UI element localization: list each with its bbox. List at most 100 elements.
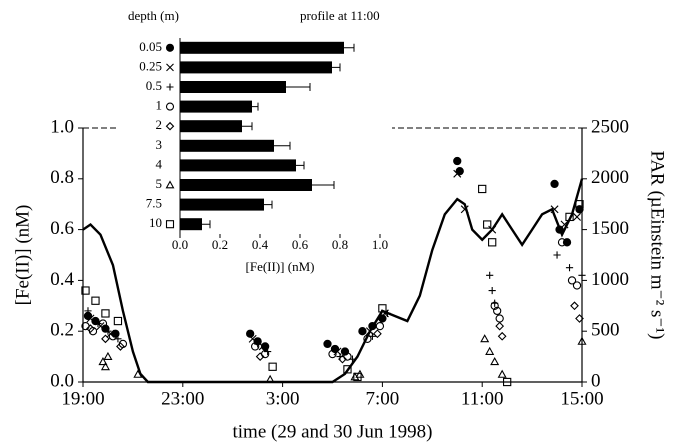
marker: [165, 121, 175, 131]
y2-tick-label: 1000: [591, 269, 629, 290]
bar: [180, 81, 286, 93]
y-tick-label: 0.8: [50, 167, 74, 188]
inset-x-tick-label: 0.8: [332, 237, 348, 252]
data-point: [557, 238, 567, 247]
y-axis-label: [Fe(II)] (nM): [12, 205, 33, 306]
data-point: [497, 369, 507, 378]
category-label: 3: [156, 137, 163, 152]
data-point: [116, 342, 125, 351]
data-point: [480, 334, 490, 343]
data-point: [567, 276, 577, 285]
data-point: [553, 251, 561, 259]
marker: [165, 220, 175, 229]
category-label: 7.5: [146, 196, 162, 211]
data-point: [91, 296, 100, 305]
data-point: [108, 332, 118, 341]
category-label: 0.05: [139, 39, 162, 54]
bar: [180, 198, 264, 211]
data-point: [502, 377, 512, 387]
bar: [180, 139, 274, 152]
category-label: 10: [149, 215, 162, 230]
x-tick-label: 11:00: [461, 388, 504, 409]
data-point: [84, 307, 92, 315]
error-bar: [296, 161, 305, 170]
data-point: [453, 156, 462, 166]
marker: [165, 180, 175, 189]
data-point: [478, 184, 487, 194]
data-point: [328, 349, 337, 359]
inset-x-tick-label: 0.0: [172, 237, 188, 252]
data-point: [338, 354, 347, 364]
data-point: [246, 329, 255, 338]
data-point: [86, 314, 95, 323]
data-point: [101, 334, 110, 344]
data-point: [323, 339, 332, 349]
marker: [166, 83, 174, 91]
data-point: [104, 327, 112, 335]
data-point: [490, 301, 499, 310]
inset-chart: depth (m) profile at 11:000.050.250.51234…: [118, 0, 392, 278]
category-label: 1: [156, 98, 163, 113]
error-bar: [202, 220, 211, 229]
x-tick-label: 15:00: [560, 388, 603, 409]
y2-tick-label: 1500: [591, 218, 629, 239]
category-axis-title: depth (m): [128, 8, 179, 23]
data-point: [578, 271, 586, 279]
data-point: [575, 205, 584, 214]
y-tick-label: 0.4: [50, 269, 74, 290]
y2-tick-label: 500: [591, 320, 620, 341]
category-label: 0.5: [146, 78, 162, 93]
error-bar: [286, 83, 311, 91]
data-point: [550, 179, 559, 189]
data-point: [485, 346, 495, 355]
bar: [180, 61, 332, 74]
bar: [180, 218, 202, 231]
error-bar: [332, 63, 341, 72]
par-line: [82, 178, 584, 384]
data-point: [493, 306, 502, 316]
data-point: [98, 356, 108, 366]
x-tick-label: 23:00: [161, 388, 204, 409]
error-bar: [312, 181, 335, 189]
inset-x-tick-label: 1.0: [372, 237, 388, 252]
x-tick-label: 7:00: [366, 388, 400, 409]
data-point: [375, 321, 385, 331]
data-point: [488, 238, 497, 247]
x-tick-label: 3:00: [266, 388, 300, 409]
data-point: [101, 309, 110, 318]
data-point: [486, 271, 494, 279]
inset-x-tick-label: 0.6: [292, 237, 309, 252]
data-point: [495, 314, 504, 323]
data-point: [94, 319, 102, 328]
data-point: [113, 316, 123, 326]
data-point: [577, 336, 587, 345]
x-tick-label: 19:00: [61, 388, 104, 409]
inset-x-tick-label: 0.2: [212, 237, 228, 252]
data-point: [570, 301, 579, 311]
error-bar: [242, 122, 253, 131]
category-label: 2: [156, 117, 163, 132]
data-point: [81, 286, 90, 295]
bar: [180, 41, 344, 54]
data-point: [255, 352, 265, 361]
main-chart: 0.0 0.2 0.4 0.6 0.8 1.0 0 500 1000 1500 2000 2500 19…: [12, 116, 667, 442]
data-point: [343, 365, 352, 374]
bar: [180, 120, 242, 133]
data-point: [353, 372, 362, 382]
data-point: [103, 351, 113, 361]
bar: [180, 159, 296, 172]
data-point: [373, 329, 382, 339]
y-tick-label: 0.2: [50, 320, 74, 341]
data-point: [565, 264, 574, 272]
y-tick-label: 0.0: [50, 370, 74, 391]
data-point: [88, 327, 98, 336]
y-tick-label: 1.0: [50, 116, 74, 137]
data-point: [488, 286, 496, 295]
error-bar: [344, 43, 355, 52]
error-bar: [274, 141, 291, 150]
data-point: [118, 339, 128, 349]
data-point: [483, 220, 492, 229]
x-axis-label: time (29 and 30 Jun 1998): [232, 421, 432, 442]
data-point: [573, 212, 581, 221]
y-tick-label: 0.6: [50, 218, 74, 239]
